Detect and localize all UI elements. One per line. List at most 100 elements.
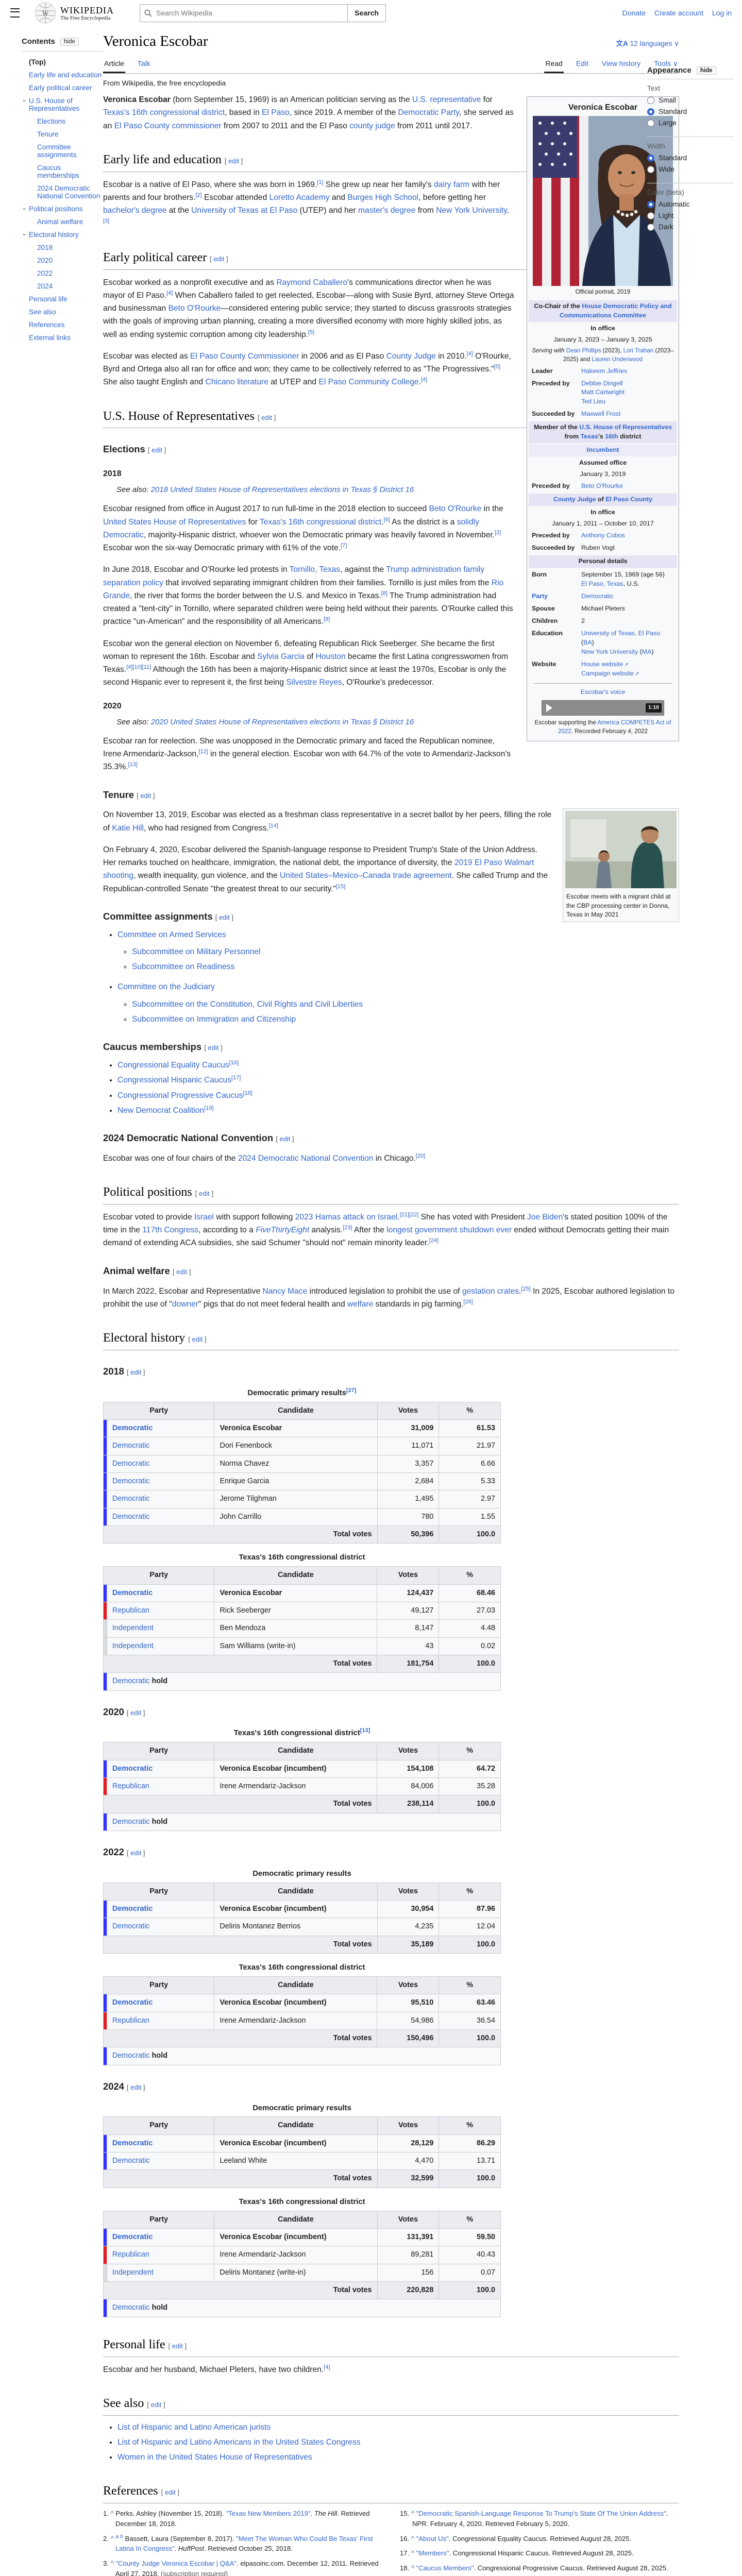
party-link[interactable]: Republican	[112, 1606, 149, 1615]
party-link[interactable]: Democratic	[112, 2139, 153, 2147]
subcommittee-link[interactable]: Subcommittee on the Constitution, Civil …	[132, 999, 363, 1009]
party-link[interactable]: Independent	[112, 1624, 154, 1633]
party-link[interactable]: Democratic	[112, 1905, 153, 1913]
edit-link[interactable]: edit	[198, 1190, 210, 1198]
edit-link[interactable]: edit	[213, 255, 225, 263]
tab-talk[interactable]: Talk	[137, 59, 150, 67]
incumbent-link[interactable]: Incumbent	[586, 446, 619, 454]
top-link[interactable]: Log in	[712, 9, 732, 17]
tab-article[interactable]: Article	[103, 56, 125, 73]
hamburger-menu-icon[interactable]	[10, 8, 20, 18]
tab-edit[interactable]: Edit	[576, 59, 588, 67]
party-link[interactable]: Republican	[112, 2250, 149, 2259]
party-link[interactable]: Independent	[112, 2268, 154, 2277]
toc-link[interactable]: Caucus memberships	[37, 164, 79, 179]
appearance-radio-option[interactable]: Light	[647, 212, 734, 219]
caucus-link[interactable]: Congressional Progressive Caucus	[117, 1091, 243, 1100]
wikipedia-logo[interactable]: W WIKIPEDIA The Free Encyclopedia	[34, 2, 114, 24]
party-link[interactable]: Democratic	[112, 2233, 153, 2242]
edit-link[interactable]: edit	[208, 1044, 219, 1052]
radio-icon[interactable]	[647, 212, 654, 219]
party-link[interactable]: Democratic	[112, 1588, 153, 1597]
radio-icon[interactable]	[647, 96, 654, 104]
tab-view-history[interactable]: View history	[601, 59, 641, 67]
hatnote-link[interactable]: 2020 United States House of Representati…	[150, 717, 414, 726]
party-link[interactable]: Democratic	[112, 1424, 153, 1433]
search-input[interactable]	[155, 8, 344, 18]
toc-link[interactable]: Political positions	[29, 205, 83, 213]
see-also-link[interactable]: List of Hispanic and Latino Americans in…	[117, 2437, 361, 2447]
caucus-link[interactable]: Congressional Hispanic Caucus	[117, 1076, 232, 1085]
edit-link[interactable]: edit	[130, 1368, 142, 1376]
party-link[interactable]: Democratic	[112, 2303, 150, 2312]
radio-icon[interactable]	[647, 223, 654, 231]
house-website-link[interactable]: House website	[581, 660, 629, 668]
toc-link[interactable]: Early life and education	[29, 71, 102, 79]
edit-link[interactable]: edit	[130, 1708, 142, 1717]
appearance-radio-option[interactable]: Standard	[647, 154, 734, 162]
edit-link[interactable]: edit	[218, 913, 230, 921]
subcommittee-link[interactable]: Subcommittee on Immigration and Citizens…	[132, 1014, 296, 1024]
toc-link[interactable]: Electoral history	[29, 231, 79, 239]
party-link[interactable]: Democratic	[112, 2157, 150, 2165]
toc-link[interactable]: U.S. House of Representatives	[29, 97, 80, 112]
radio-icon[interactable]	[647, 200, 654, 208]
edit-link[interactable]: edit	[279, 1135, 291, 1143]
search-button[interactable]: Search	[347, 4, 386, 22]
party-link[interactable]: Democratic	[112, 1998, 153, 2007]
party-link[interactable]: Independent	[112, 1641, 154, 1650]
subcommittee-link[interactable]: Subcommittee on Readiness	[132, 962, 235, 972]
top-link[interactable]: Create account	[654, 9, 703, 17]
see-also-link[interactable]: Women in the United States House of Repr…	[117, 2453, 312, 2462]
voice-link[interactable]: Escobar's voice	[580, 688, 626, 696]
toc-link[interactable]: See also	[29, 308, 56, 316]
party-link[interactable]: Republican	[112, 2016, 149, 2025]
tools-menu[interactable]: Tools ∨	[654, 59, 678, 67]
appearance-hide-button[interactable]: hide	[696, 66, 716, 75]
committee-link[interactable]: Committee on Armed Services	[117, 930, 226, 939]
party-link[interactable]: Democratic	[112, 1442, 150, 1450]
edit-link[interactable]: edit	[150, 2400, 162, 2409]
party-link[interactable]: Democratic	[112, 1512, 150, 1521]
toc-link[interactable]: Committee assignments	[37, 143, 77, 159]
party-link[interactable]: Democratic	[112, 1817, 150, 1826]
languages-button[interactable]: 文A 12 languages ∨	[616, 40, 679, 47]
radio-icon[interactable]	[647, 165, 654, 173]
toc-link[interactable]: Elections	[37, 117, 66, 125]
party-link[interactable]: Democratic	[112, 2052, 150, 2060]
tenure-photo-thumbnail[interactable]: Escobar meets with a migrant child at th…	[563, 808, 679, 922]
edit-link[interactable]: edit	[228, 157, 240, 165]
play-icon[interactable]	[546, 704, 552, 713]
toc-link[interactable]: Personal life	[29, 295, 68, 303]
edit-link[interactable]: edit	[261, 413, 273, 421]
see-also-link[interactable]: List of Hispanic and Latino American jur…	[117, 2422, 271, 2432]
edit-link[interactable]: edit	[176, 1267, 188, 1276]
campaign-website-link[interactable]: Campaign website	[581, 670, 639, 677]
toc-link[interactable]: 2024 Democratic National Convention	[37, 184, 100, 200]
toc-hide-button[interactable]: hide	[60, 37, 79, 46]
toc-link[interactable]: 2022	[37, 269, 53, 277]
appearance-radio-option[interactable]: Large	[647, 119, 734, 127]
hatnote-link[interactable]: 2018 United States House of Representati…	[150, 485, 414, 495]
toc-link[interactable]: Tenure	[37, 130, 59, 138]
toc-link[interactable]: References	[29, 321, 65, 329]
audio-player[interactable]: 1:10	[542, 700, 664, 716]
appearance-radio-option[interactable]: Small	[647, 96, 734, 104]
committee-link[interactable]: Committee on the Judiciary	[117, 982, 215, 992]
edit-link[interactable]: edit	[130, 1849, 142, 1857]
party-link[interactable]: Democratic	[112, 1459, 150, 1468]
party-link[interactable]: Democratic	[112, 1677, 150, 1686]
party-link[interactable]: Democratic	[112, 1764, 153, 1773]
appearance-radio-option[interactable]: Dark	[647, 223, 734, 231]
toc-link[interactable]: 2024	[37, 282, 53, 290]
radio-icon[interactable]	[647, 154, 654, 162]
toc-link[interactable]: 2020	[37, 257, 53, 264]
appearance-radio-option[interactable]: Standard	[647, 108, 734, 115]
appearance-radio-option[interactable]: Wide	[647, 165, 734, 173]
caucus-link[interactable]: Congressional Equality Caucus	[117, 1061, 229, 1070]
edit-link[interactable]: edit	[140, 791, 151, 800]
party-link[interactable]: Republican	[112, 1782, 149, 1791]
party-link[interactable]: Democratic	[112, 1922, 150, 1931]
appearance-radio-option[interactable]: Automatic	[647, 200, 734, 208]
toc-link[interactable]: Animal welfare	[37, 218, 83, 226]
